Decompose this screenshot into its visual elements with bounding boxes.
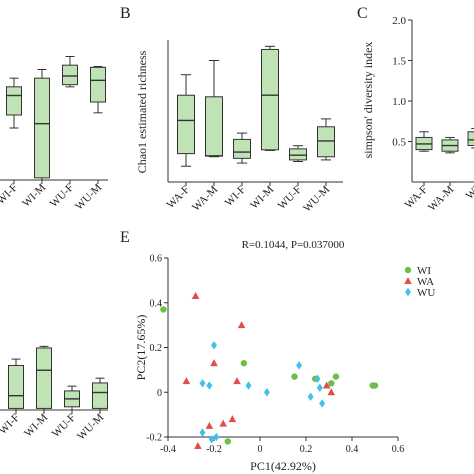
x-tick-label: 0.6 <box>392 444 405 455</box>
chart-title: R=0.1044, P=0.037000 <box>242 239 345 251</box>
data-point-wu <box>263 388 270 397</box>
legend-label: WU <box>417 287 435 299</box>
y-tick-label: 0.6 <box>150 254 163 265</box>
x-tick-label: WI-M <box>22 411 50 439</box>
x-tick-label: WU-M <box>75 411 106 442</box>
x-tick-label: WA-M <box>426 183 456 213</box>
y-tick-label: 2.0 <box>392 15 406 27</box>
data-point-wa <box>327 388 336 396</box>
data-point-wa <box>233 377 241 385</box>
box-body <box>467 131 474 147</box>
legend-marker-wa <box>404 277 412 284</box>
box-body <box>289 148 307 161</box>
y-axis-label: simpson' diversity index <box>361 42 375 159</box>
y-tick-label: 0.5 <box>392 137 406 149</box>
box-body <box>34 77 50 179</box>
box-body <box>6 86 22 116</box>
data-point-wu <box>213 432 220 442</box>
x-tick-label: 0.2 <box>300 444 313 455</box>
x-tick-label: WU-F <box>48 182 76 210</box>
legend-label: WI <box>417 265 431 277</box>
box-body <box>233 138 251 159</box>
data-point-wi <box>224 438 231 445</box>
y-tick-label: 0.2 <box>150 343 163 354</box>
box-body <box>177 94 195 155</box>
legend-label: WA <box>417 276 434 288</box>
y-axis-label: Chao1 estimated richness <box>135 50 149 173</box>
legend-marker-wu <box>405 287 411 297</box>
panel-letter-e: E <box>120 229 130 246</box>
data-point-wa <box>322 381 331 389</box>
x-tick-label: WU-M <box>301 183 332 214</box>
data-point-wu <box>211 341 217 350</box>
y-tick-label: -0.2 <box>146 433 162 444</box>
data-point-wu <box>319 399 326 408</box>
box-body <box>8 364 24 409</box>
x-tick-label: WA-M <box>190 183 220 213</box>
data-point-wu <box>307 392 314 401</box>
data-point-wa <box>228 415 237 423</box>
x-tick-label: -0.2 <box>206 444 222 455</box>
x-tick-label: WI-F <box>0 412 22 437</box>
data-point-wi <box>160 306 167 313</box>
x-tick-label: 0.4 <box>346 444 359 455</box>
box-body <box>36 347 52 409</box>
y-tick-label: 0.4 <box>150 298 163 309</box>
data-point-wu <box>206 381 213 390</box>
data-point-wu <box>314 374 321 384</box>
data-point-wa <box>205 421 214 429</box>
data-point-wa <box>219 419 227 427</box>
x-tick-label: WI <box>464 183 474 202</box>
box-body <box>90 66 106 103</box>
y-axis-label: PC2(17.65%) <box>134 315 148 381</box>
data-point-wa <box>210 359 218 367</box>
data-point-wi <box>371 382 379 389</box>
box-body <box>317 126 335 158</box>
x-tick-label: WI-M <box>248 183 276 211</box>
x-tick-label: WA-F <box>403 184 430 211</box>
data-point-wu <box>208 435 215 444</box>
y-tick-label: 1.5 <box>392 56 406 68</box>
x-axis-label: PC1(42.92%) <box>250 459 316 473</box>
x-tick-label: WI-F <box>0 182 20 207</box>
x-tick-label: -0.4 <box>160 444 176 455</box>
data-point-wi <box>240 359 248 367</box>
box-body <box>62 64 78 86</box>
x-tick-label: WU-F <box>50 412 78 440</box>
x-tick-label: WU-M <box>73 181 104 212</box>
data-point-wa <box>182 377 191 385</box>
data-point-wu <box>199 379 206 388</box>
data-point-wa <box>194 441 202 449</box>
box-body <box>92 382 108 409</box>
x-tick-label: WA-F <box>165 184 192 211</box>
x-tick-label: WI-F <box>223 184 248 209</box>
data-point-wa <box>237 321 246 329</box>
box-body <box>205 96 223 157</box>
data-point-wi <box>328 380 335 387</box>
data-point-wi <box>291 373 298 380</box>
marks-layer <box>6 45 474 449</box>
box-body <box>261 48 279 151</box>
panel-letter-b: B <box>120 5 131 22</box>
data-point-wu <box>316 383 323 392</box>
data-point-wi <box>332 373 340 380</box>
x-tick-label: WU-F <box>276 184 304 212</box>
y-tick-label: 0 <box>157 388 162 399</box>
data-point-wa <box>191 292 200 300</box>
legend-marker-wi <box>404 266 412 274</box>
panel-letter-c: C <box>357 5 368 22</box>
data-point-wu <box>199 428 206 437</box>
y-tick-label: 1.0 <box>392 96 406 108</box>
x-tick-label: WI-M <box>20 181 48 209</box>
data-point-wu <box>245 381 252 390</box>
data-point-wu <box>296 361 303 370</box>
x-tick-label: 0 <box>258 444 263 455</box>
